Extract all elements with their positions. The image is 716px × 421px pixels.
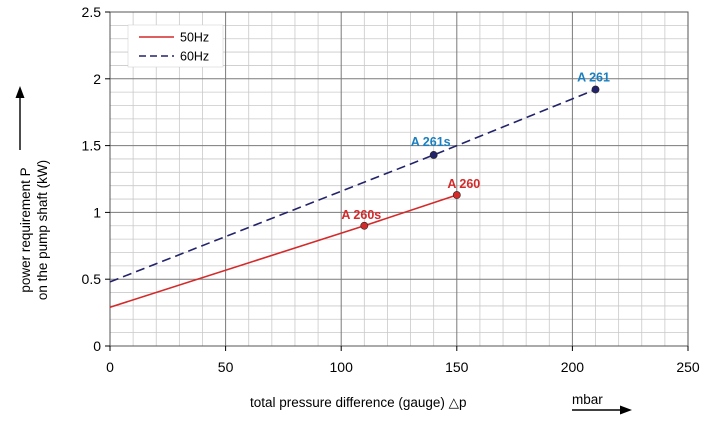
y-axis-label-line1: power requirement P	[18, 167, 33, 292]
data-point-marker	[429, 151, 438, 159]
x-axis-label: total pressure difference (gauge) △p	[250, 395, 467, 410]
data-point-marker	[452, 191, 461, 199]
minor-grid	[110, 12, 688, 346]
y-tick-label: 1.5	[82, 138, 102, 154]
series-line-60hz	[109, 88, 596, 283]
data-point-label: A 261s	[411, 135, 451, 149]
x-tick-label: 250	[676, 359, 700, 375]
data-point-label: A 260s	[341, 208, 381, 222]
x-axis-arrow-head	[620, 405, 632, 415]
plot-frame	[109, 11, 689, 347]
legend: 50Hz 60Hz	[127, 24, 224, 68]
x-tick-label: 100	[330, 359, 354, 375]
y-axis-ticks: 0 0.5 1 1.5 2 2.5	[82, 4, 110, 354]
y-tick-label: 0.5	[82, 271, 102, 287]
x-tick-label: 50	[218, 359, 234, 375]
y-axis-label-line2: on the pump shaft (kW)	[35, 160, 50, 300]
y-tick-label: 0	[93, 338, 101, 354]
data-point-label: A 261	[577, 70, 610, 84]
x-axis-title: total pressure difference (gauge) △p mba…	[250, 392, 632, 415]
y-tick-label: 1	[93, 204, 101, 220]
y-tick-label: 2.5	[82, 4, 102, 20]
x-axis-unit: mbar	[572, 392, 603, 407]
data-point-marker	[360, 221, 369, 230]
y-axis-title: power requirement P on the pump shaft (k…	[15, 86, 50, 300]
legend-label-50hz: 50Hz	[180, 31, 209, 45]
x-tick-label: 0	[106, 359, 114, 375]
data-point-marker	[591, 85, 600, 94]
legend-label-60hz: 60Hz	[180, 50, 209, 64]
x-axis-ticks: 0 50 100 150 200 250	[106, 346, 700, 375]
series-group: A 260s A 260 A 261s A 261	[109, 70, 610, 309]
legend-box	[127, 24, 224, 68]
x-tick-label: 200	[561, 359, 585, 375]
y-axis-arrow-head	[15, 86, 25, 98]
y-tick-label: 2	[93, 71, 101, 87]
data-point-label: A 260	[447, 177, 480, 191]
series-line-50hz	[109, 194, 458, 309]
x-tick-label: 150	[445, 359, 469, 375]
